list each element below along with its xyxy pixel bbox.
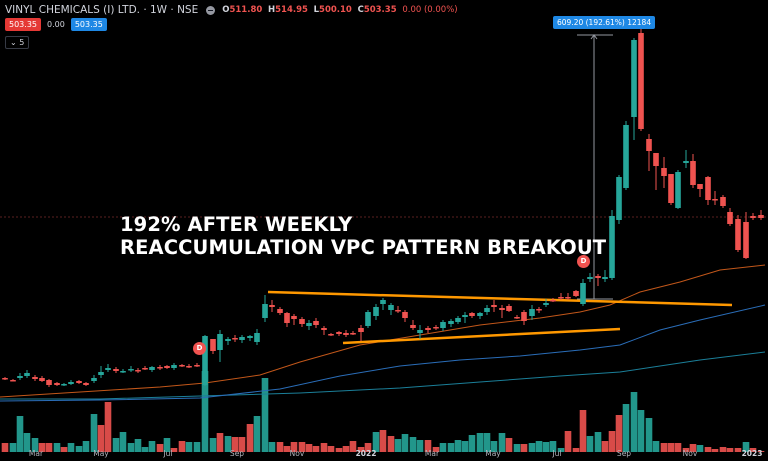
- x-tick-label: May: [485, 449, 501, 458]
- change-value: 0.00 (0.00%): [402, 5, 458, 15]
- volume-bars: [1, 371, 765, 452]
- x-tick-label: Nov: [682, 449, 698, 458]
- x-tick-label: Sep: [616, 449, 632, 458]
- trade-buttons: 503.35 0.00 503.35: [5, 18, 107, 31]
- time-axis[interactable]: Mar May Jul Sep Nov 2022 Mar May Jul Sep Nov 2023: [0, 447, 768, 461]
- x-tick-label: Mar: [28, 449, 44, 458]
- close-value: 503.35: [363, 5, 397, 15]
- measure-tool: [577, 34, 613, 300]
- sell-button[interactable]: 503.35: [5, 18, 41, 31]
- x-tick-label: Mar: [424, 449, 440, 458]
- indicators-collapse-button[interactable]: ⌄ 5: [5, 36, 30, 49]
- x-tick-label: 2023: [741, 449, 763, 458]
- dividend-marker-1[interactable]: D: [193, 342, 206, 355]
- buy-button[interactable]: 503.35: [70, 18, 107, 31]
- open-value: 511.80: [229, 5, 263, 15]
- headline-annotation: 192% AFTER WEEKLY REACCUMULATION VPC PAT…: [120, 213, 606, 259]
- symbol-legend: VINYL CHEMICALS (I) LTD. · 1W · NSE O511…: [5, 4, 461, 16]
- x-tick-label: 2022: [355, 449, 377, 458]
- x-tick-label: Sep: [229, 449, 245, 458]
- low-value: 500.10: [319, 5, 352, 15]
- headline-line-2: REACCUMULATION VPC PATTERN BREAKOUT: [120, 236, 607, 259]
- x-tick-label: May: [93, 449, 109, 458]
- high-value: 514.95: [275, 5, 308, 15]
- spread-value: 0.00: [47, 20, 65, 29]
- measure-label: 609.20 (192.61%) 12184: [553, 16, 656, 29]
- candles: [2, 24, 764, 387]
- ohlc-values: O511.80 H514.95 L500.10 C503.35 0.00 (0.…: [222, 5, 458, 15]
- x-tick-label: Jul: [552, 449, 562, 458]
- symbol-title[interactable]: VINYL CHEMICALS (I) LTD. · 1W · NSE: [5, 4, 199, 16]
- dividend-marker-2[interactable]: D: [577, 255, 590, 268]
- trendlines: [267, 290, 733, 345]
- visibility-toggle-icon[interactable]: [206, 5, 216, 15]
- x-tick-label: Jul: [163, 449, 173, 458]
- x-tick-label: Nov: [289, 449, 305, 458]
- headline-line-1: 192% AFTER WEEKLY: [120, 213, 353, 236]
- moving-averages: [0, 264, 766, 402]
